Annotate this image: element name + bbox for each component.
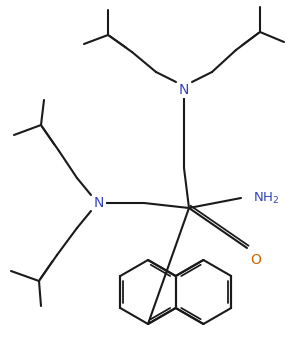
- Text: O: O: [250, 253, 261, 267]
- Text: N: N: [94, 196, 104, 210]
- Text: NH$_2$: NH$_2$: [253, 190, 279, 206]
- Text: N: N: [179, 83, 189, 97]
